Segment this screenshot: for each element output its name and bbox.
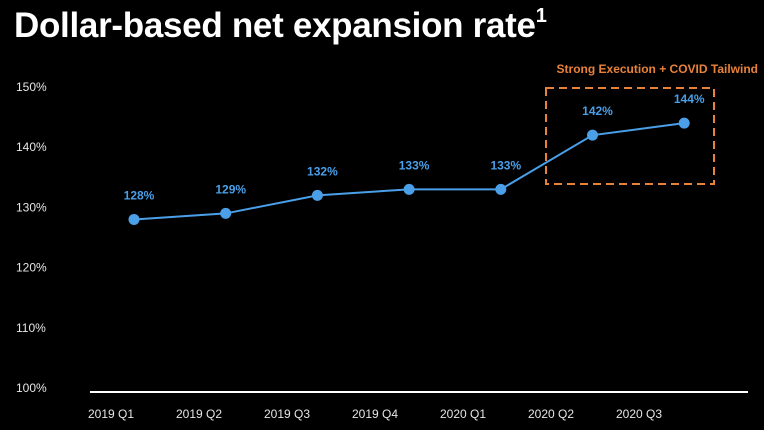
x-tick-label: 2020 Q2 [528,407,574,421]
data-label: 132% [307,164,338,178]
data-point [220,207,232,219]
data-point [678,117,690,129]
data-label: 133% [490,158,521,172]
data-point [128,213,140,225]
title-footnote-marker: 1 [535,5,547,28]
y-tick-label: 120% [16,261,47,275]
y-tick-label: 150% [16,80,47,94]
data-point [587,129,598,141]
y-axis-ticks: 100% 110% 120% 130% 140% 150% [16,80,47,395]
data-label: 128% [124,188,155,202]
x-tick-label: 2019 Q4 [352,407,398,421]
annotation-group: Strong Execution + COVID Tailwind [545,62,758,185]
data-label: 142% [582,104,613,118]
series-group: 128% 129% 132% 133% 133% 142% 144% [124,92,705,225]
y-tick-label: 140% [16,140,47,154]
y-tick-label: 110% [16,321,46,335]
data-label: 133% [399,158,430,172]
chart-title-text: Dollar-based net expansion rate [14,6,536,45]
x-tick-label: 2020 Q3 [616,407,662,421]
x-axis-ticks: 2019 Q1 2019 Q2 2019 Q3 2019 Q4 2020 Q1 2020 … [88,407,662,421]
data-point [403,183,415,195]
annotation-label: Strong Execution + COVID Tailwind [557,62,758,76]
x-tick-label: 2019 Q1 [88,407,134,421]
x-tick-label: 2020 Q1 [440,407,486,421]
data-point [495,183,507,195]
x-tick-label: 2019 Q2 [176,407,222,421]
chart-title: Dollar-based net expansion rate1 [14,5,547,46]
y-tick-label: 130% [16,200,47,214]
data-point [311,189,323,201]
annotation-box [545,87,715,185]
x-tick-label: 2019 Q3 [264,407,310,421]
y-tick-label: 100% [16,381,47,395]
data-label: 129% [215,182,246,196]
data-label: 144% [674,92,705,106]
